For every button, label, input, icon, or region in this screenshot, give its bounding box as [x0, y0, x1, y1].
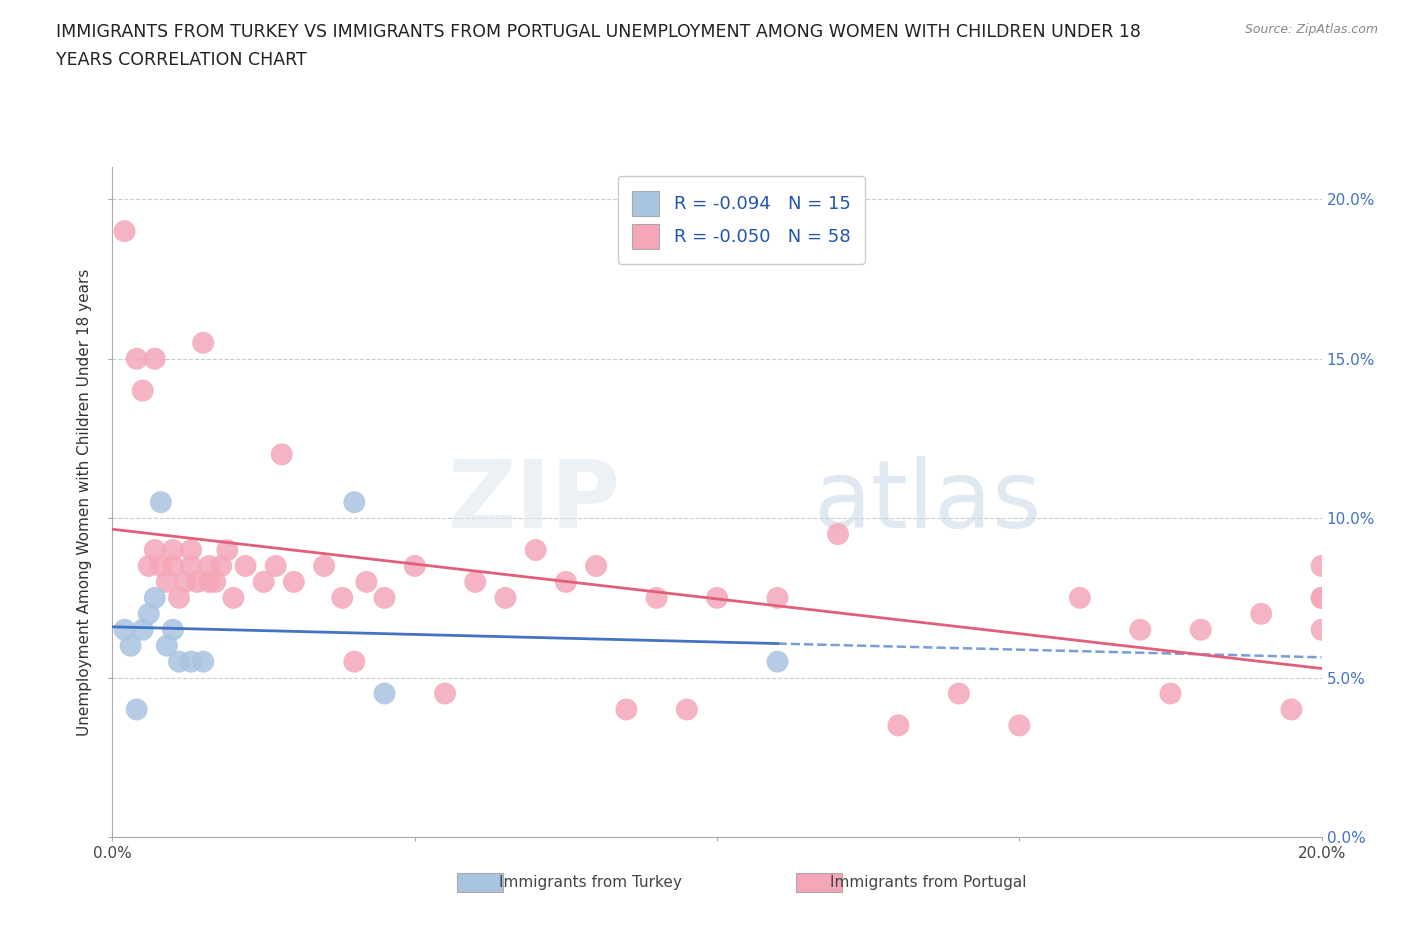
Point	[149, 559, 172, 574]
Point	[143, 591, 166, 605]
FancyBboxPatch shape	[457, 873, 503, 892]
Point	[253, 575, 276, 590]
Point	[191, 654, 214, 669]
Point	[585, 559, 607, 574]
Point	[264, 559, 287, 574]
Point	[766, 654, 789, 669]
Point	[149, 495, 172, 510]
Point	[433, 686, 456, 701]
Point	[132, 622, 155, 637]
Point	[1310, 591, 1333, 605]
Point	[343, 495, 366, 510]
Point	[162, 622, 184, 637]
Point	[1310, 622, 1333, 637]
FancyBboxPatch shape	[796, 873, 842, 892]
Point	[495, 591, 517, 605]
Point	[180, 559, 202, 574]
Point	[1008, 718, 1031, 733]
Point	[887, 718, 910, 733]
Legend: R = -0.094   N = 15, R = -0.050   N = 58: R = -0.094 N = 15, R = -0.050 N = 58	[617, 177, 865, 263]
Point	[1159, 686, 1181, 701]
Point	[356, 575, 378, 590]
Point	[209, 559, 232, 574]
Point	[132, 383, 155, 398]
Point	[143, 542, 166, 557]
Point	[235, 559, 257, 574]
Text: ZIP: ZIP	[447, 457, 620, 548]
Point	[204, 575, 226, 590]
Point	[706, 591, 728, 605]
Point	[1069, 591, 1091, 605]
Point	[1129, 622, 1152, 637]
Point	[1279, 702, 1302, 717]
Point	[645, 591, 668, 605]
Point	[138, 559, 160, 574]
Point	[167, 591, 190, 605]
Point	[270, 447, 292, 462]
Point	[330, 591, 353, 605]
Point	[554, 575, 576, 590]
Point	[1250, 606, 1272, 621]
Point	[222, 591, 245, 605]
Point	[156, 638, 179, 653]
Point	[827, 526, 849, 541]
Point	[1310, 591, 1333, 605]
Y-axis label: Unemployment Among Women with Children Under 18 years: Unemployment Among Women with Children U…	[77, 269, 93, 736]
Point	[374, 686, 396, 701]
Point	[464, 575, 486, 590]
Point	[314, 559, 336, 574]
Text: Source: ZipAtlas.com: Source: ZipAtlas.com	[1244, 23, 1378, 36]
Point	[948, 686, 970, 701]
Text: Immigrants from Turkey: Immigrants from Turkey	[499, 875, 682, 890]
Point	[186, 575, 208, 590]
Point	[191, 336, 214, 351]
Text: IMMIGRANTS FROM TURKEY VS IMMIGRANTS FROM PORTUGAL UNEMPLOYMENT AMONG WOMEN WITH: IMMIGRANTS FROM TURKEY VS IMMIGRANTS FRO…	[56, 23, 1142, 41]
Point	[616, 702, 638, 717]
Point	[143, 352, 166, 366]
Point	[125, 702, 148, 717]
Point	[156, 575, 179, 590]
Text: Immigrants from Portugal: Immigrants from Portugal	[831, 875, 1026, 890]
Point	[162, 542, 184, 557]
Point	[180, 654, 202, 669]
Point	[766, 591, 789, 605]
Point	[198, 559, 221, 574]
Point	[404, 559, 426, 574]
Point	[675, 702, 697, 717]
Point	[1310, 559, 1333, 574]
Point	[174, 575, 197, 590]
Point	[524, 542, 547, 557]
Point	[114, 622, 136, 637]
Point	[138, 606, 160, 621]
Point	[180, 542, 202, 557]
Point	[167, 654, 190, 669]
Point	[114, 224, 136, 239]
Point	[162, 559, 184, 574]
Text: YEARS CORRELATION CHART: YEARS CORRELATION CHART	[56, 51, 307, 69]
Text: atlas: atlas	[814, 457, 1042, 548]
Point	[374, 591, 396, 605]
Point	[283, 575, 305, 590]
Point	[217, 542, 239, 557]
Point	[198, 575, 221, 590]
Point	[343, 654, 366, 669]
Point	[125, 352, 148, 366]
Point	[1189, 622, 1212, 637]
Point	[120, 638, 142, 653]
